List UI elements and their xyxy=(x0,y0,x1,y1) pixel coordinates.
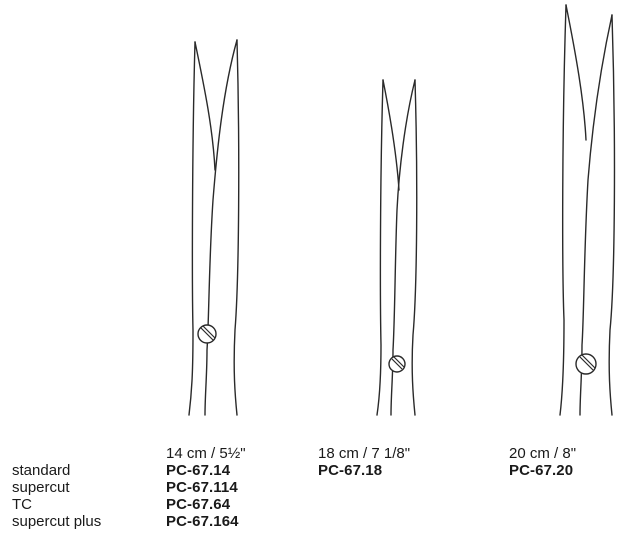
product-code-18cm: PC-67.18 xyxy=(318,462,383,479)
variant-name-tc: TC xyxy=(12,496,32,513)
product-code-20cm: PC-67.20 xyxy=(509,462,574,479)
size-label-18cm: 18 cm / 7 1/8" xyxy=(318,445,411,462)
variant-name-supercut: supercut xyxy=(12,479,70,496)
variant-name-supercut-plus: supercut plus xyxy=(12,513,102,530)
variant-name-standard: standard xyxy=(12,462,71,479)
size-label-14cm: 14 cm / 5½" xyxy=(166,445,246,462)
scissors-20cm-illustration xyxy=(559,4,616,416)
scissors-18cm-illustration xyxy=(376,79,418,416)
variant-code-tc: PC-67.64 xyxy=(166,496,231,513)
variant-code-supercut-plus: PC-67.164 xyxy=(166,513,239,530)
scissors-14cm-illustration xyxy=(188,39,240,416)
size-label-20cm: 20 cm / 8" xyxy=(509,445,577,462)
variant-code-supercut: PC-67.114 xyxy=(166,479,238,496)
variant-code-standard: PC-67.14 xyxy=(166,462,231,479)
